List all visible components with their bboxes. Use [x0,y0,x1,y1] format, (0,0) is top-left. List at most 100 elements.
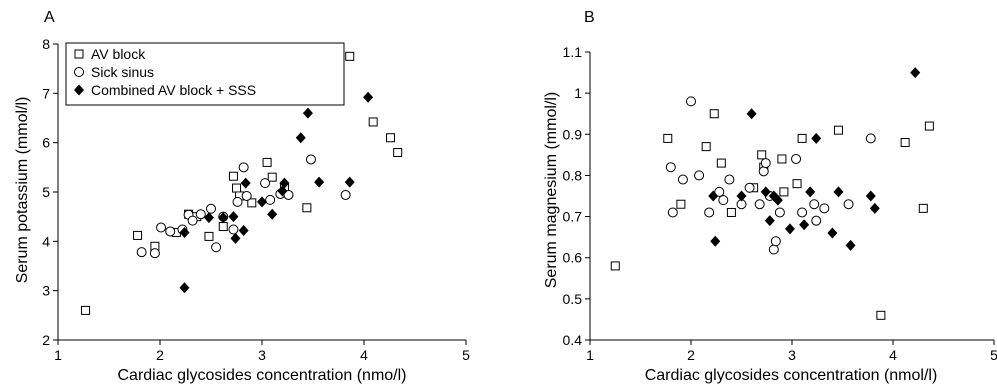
y-tick-label-a: 3 [42,283,50,299]
legend-marker-filled-diamond [74,84,84,96]
data-point-open-circle [686,96,696,107]
y-tick-label-b: 1.1 [563,44,583,60]
x-tick-label-b: 4 [889,347,897,363]
data-point-open-circle [694,170,705,181]
data-point-open-square [663,133,673,143]
data-point-open-square [81,305,91,315]
data-point-open-circle [865,133,876,144]
data-point-open-circle [156,222,167,233]
data-point-open-circle [228,224,239,235]
data-point-filled-diamond [179,282,190,294]
data-point-filled-diamond [218,212,229,224]
data-point-filled-diamond [344,176,355,188]
data-point-filled-diamond [238,224,249,236]
data-point-open-square [757,150,767,160]
data-point-filled-diamond [267,208,278,220]
data-point-open-circle [260,178,271,189]
y-tick-label-a: 6 [42,135,50,151]
data-point-open-square [833,125,843,135]
data-point-filled-diamond [833,186,844,198]
data-point-open-circle [149,248,160,259]
chart-panel-b: 1 2 3 4 5 0.4 0.5 0.6 0.7 0.8 0.9 1 1.1 [563,44,997,363]
data-point-filled-diamond [827,227,838,239]
y-tick-label-a: 2 [42,332,50,348]
x-tick-label-a: 5 [462,347,470,363]
data-point-open-circle [760,158,771,169]
x-tick-label-a: 3 [258,347,266,363]
data-point-open-square [876,310,886,320]
data-point-open-square [232,183,241,193]
legend: AV block Sick sinus Combined AV block + SS… [65,42,345,106]
data-point-open-square [610,261,620,271]
data-point-filled-diamond [277,185,288,197]
data-point-open-square [218,222,228,232]
data-point-open-circle [165,226,176,237]
data-point-filled-diamond [910,67,921,79]
data-point-open-circle [774,207,785,218]
x-tick-label-b: 1 [586,347,594,363]
data-point-open-square [393,148,403,158]
data-point-open-circle [283,189,294,200]
data-point-open-circle [677,174,688,185]
legend-marker-open-square [74,49,84,59]
panel-label-b: B [584,9,595,26]
data-point-filled-diamond [764,215,775,227]
data-point-open-circle [724,174,735,185]
y-axis-label-b: Serum magnesium (mmol/l) [543,92,560,288]
data-point-filled-diamond [736,190,747,202]
data-point-filled-diamond [240,177,251,189]
data-point-filled-diamond [784,223,795,235]
data-point-open-circle [667,207,678,218]
data-point-open-square [709,109,719,119]
data-point-open-circle [714,186,725,197]
series-filled-diamond-a [179,91,374,294]
y-tick-label-b: 0.5 [563,291,583,307]
data-point-open-circle [265,194,276,205]
data-point-open-square [726,207,736,217]
data-point-filled-diamond [799,219,810,231]
x-axis-label-a: Cardiac glycosides concentration (nmo/l) [117,367,406,384]
data-point-open-circle [704,207,715,218]
data-point-open-square [900,138,910,148]
x-tick-label-b: 5 [990,347,997,363]
data-point-filled-diamond [363,91,374,103]
y-axis-label-a: Serum potassium (mmol/l) [14,97,31,284]
data-point-open-circle [758,166,769,177]
data-point-open-square [918,203,928,213]
data-point-filled-diamond [230,232,241,244]
x-tick-label-a: 2 [156,347,164,363]
data-point-open-circle [819,203,830,214]
series-filled-diamond-b [708,67,921,251]
y-tick-label-b: 0.6 [563,250,583,266]
legend-marker-open-circle [74,67,84,77]
series-open-circle-a [136,154,351,259]
data-point-open-circle [768,244,779,255]
data-point-open-circle [754,199,765,210]
data-point-filled-diamond [772,194,783,206]
data-point-filled-diamond [710,235,721,247]
data-point-filled-diamond [865,190,876,202]
data-point-filled-diamond [302,107,313,119]
legend-label: AV block [91,46,146,62]
data-point-filled-diamond [279,177,290,189]
legend-box [65,42,345,106]
data-point-open-square [247,198,257,208]
data-point-open-circle [809,199,820,210]
data-point-open-square [267,172,277,182]
y-tick-label-b: 0.9 [563,126,583,142]
data-point-open-circle [718,195,729,206]
data-point-open-square [368,117,378,127]
y-tick-label-a: 4 [42,233,50,249]
data-point-filled-diamond [314,176,325,188]
x-tick-label-b: 2 [687,347,695,363]
data-point-filled-diamond [228,211,239,223]
x-tick-label-a: 1 [54,347,62,363]
data-point-open-square [676,199,686,209]
data-point-open-circle [305,154,316,165]
y-tick-label-b: 0.7 [563,209,583,225]
data-point-open-circle [187,215,198,226]
data-point-filled-diamond [295,132,306,144]
data-point-open-circle [195,209,206,220]
